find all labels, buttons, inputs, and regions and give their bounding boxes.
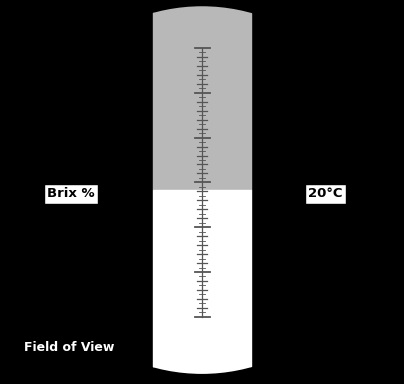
Text: 20: 20 bbox=[254, 132, 267, 142]
Text: 10: 10 bbox=[254, 222, 267, 232]
Text: 20°C: 20°C bbox=[308, 187, 343, 200]
Text: 30: 30 bbox=[254, 43, 267, 53]
Text: Field of View: Field of View bbox=[24, 341, 115, 354]
Text: 20: 20 bbox=[137, 132, 150, 142]
Bar bbox=[153, 190, 251, 379]
Bar bbox=[153, 0, 251, 190]
Text: 10: 10 bbox=[137, 222, 150, 232]
Text: 5: 5 bbox=[143, 267, 150, 277]
Text: 25: 25 bbox=[137, 88, 150, 98]
Text: 15: 15 bbox=[254, 177, 267, 187]
Text: 0: 0 bbox=[143, 312, 150, 322]
Text: Brix %: Brix % bbox=[47, 187, 95, 200]
Text: 15: 15 bbox=[137, 177, 150, 187]
Text: 25: 25 bbox=[254, 88, 267, 98]
Text: 5: 5 bbox=[254, 267, 261, 277]
Text: 0: 0 bbox=[254, 312, 261, 322]
Text: 30: 30 bbox=[137, 43, 150, 53]
